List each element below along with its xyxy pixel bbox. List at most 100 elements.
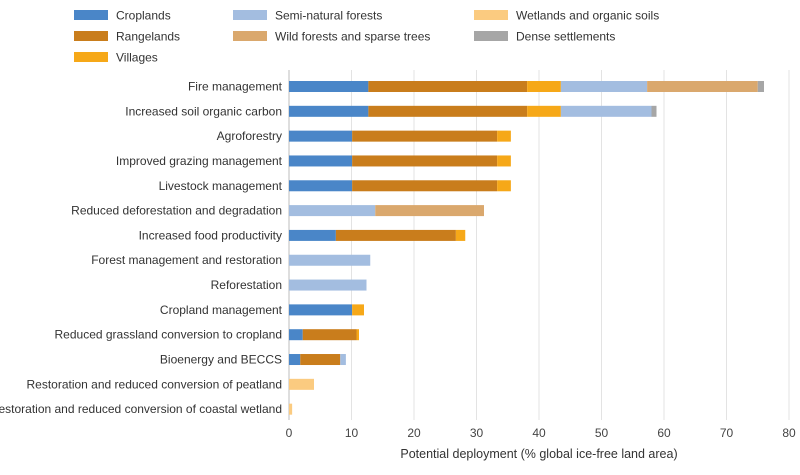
bar-segment-villages — [497, 155, 511, 167]
category-label: Increased food productivity — [139, 228, 282, 242]
bar-increased-food-productivity — [289, 229, 466, 241]
category-label: Cropland management — [160, 303, 283, 317]
bar-segment-semi-natural-forests — [289, 254, 371, 266]
bar-segment-rangelands — [352, 180, 498, 192]
bar-restoration-and-reduced-conversion-of-peatland — [289, 378, 314, 390]
bar-segment-croplands — [289, 304, 353, 316]
bar-segment-rangelands — [368, 81, 528, 92]
bar-reduced-deforestation-and-degradation — [289, 205, 484, 217]
bar-reforestation — [289, 279, 367, 291]
bar-segment-dense-settlements — [651, 105, 657, 117]
category-label: Fire management — [188, 80, 283, 94]
legend-item-villages: Villages — [74, 51, 158, 65]
legend-item-rangelands: Rangelands — [74, 30, 180, 44]
chart-legend: Croplands Rangelands Villages Semi-natural … — [74, 9, 659, 65]
category-label: Agroforestry — [217, 129, 282, 143]
category-label: Increased soil organic carbon — [125, 104, 282, 118]
category-label: Reduced deforestation and degradation — [71, 204, 282, 218]
bar-restoration-and-reduced-conversion-of-coastal-wetland — [289, 403, 293, 415]
x-tick-label: 40 — [532, 426, 546, 440]
bar-livestock-management — [289, 180, 511, 192]
x-tick-label: 20 — [407, 426, 421, 440]
bar-segment-rangelands — [302, 329, 357, 341]
legend-swatch — [474, 31, 508, 41]
legend-label: Dense settlements — [516, 30, 615, 44]
x-tick-label: 80 — [782, 426, 796, 440]
bar-segment-croplands — [289, 329, 303, 341]
bar-segment-villages — [356, 329, 359, 341]
x-axis-ticks: 0 10 20 30 40 50 60 70 80 — [286, 426, 796, 440]
legend-item-croplands: Croplands — [74, 9, 171, 23]
bar-segment-villages — [527, 81, 561, 92]
bar-cropland-management — [289, 304, 364, 316]
bar-segment-semi-natural-forests — [560, 81, 648, 92]
bar-increased-soil-organic-carbon — [289, 105, 657, 117]
bar-segment-croplands — [289, 105, 369, 117]
bar-reduced-grassland-conversion-to-cropland — [289, 329, 359, 341]
bar-segment-wetlands-and-organic-soils — [289, 378, 314, 390]
legend-item-semi-natural-forests: Semi-natural forests — [233, 9, 382, 23]
bar-segment-dense-settlements — [757, 81, 764, 92]
legend-label: Croplands — [116, 9, 171, 23]
bars — [289, 81, 764, 415]
x-axis-title: Potential deployment (% global ice-free … — [400, 447, 677, 461]
legend-swatch — [233, 10, 267, 20]
legend-item-wild-forests-and-sparse-trees: Wild forests and sparse trees — [233, 30, 430, 44]
category-label: Improved grazing management — [116, 154, 283, 168]
x-tick-label: 10 — [345, 426, 359, 440]
bar-segment-croplands — [289, 155, 353, 167]
bar-fire-management — [289, 81, 764, 92]
bar-segment-rangelands — [352, 130, 498, 142]
legend-item-wetlands-and-organic-soils: Wetlands and organic soils — [474, 9, 659, 23]
bar-segment-rangelands — [352, 155, 498, 167]
bar-segment-rangelands — [368, 105, 528, 117]
bar-segment-croplands — [289, 81, 369, 92]
legend-swatch — [74, 31, 108, 41]
bar-segment-villages — [497, 180, 511, 192]
category-label: Reforestation — [211, 278, 282, 292]
bar-agroforestry — [289, 130, 511, 142]
x-tick-label: 30 — [470, 426, 484, 440]
bar-segment-wild-forests-and-sparse-trees — [647, 81, 758, 92]
legend-item-dense-settlements: Dense settlements — [474, 30, 615, 44]
x-tick-label: 60 — [657, 426, 671, 440]
category-label: Forest management and restoration — [91, 253, 282, 267]
legend-label: Wetlands and organic soils — [516, 9, 659, 23]
x-tick-label: 50 — [595, 426, 609, 440]
bar-segment-rangelands — [300, 354, 341, 366]
bar-segment-villages — [455, 229, 466, 241]
legend-swatch — [74, 52, 108, 62]
legend-label: Semi-natural forests — [275, 9, 382, 23]
x-tick-label: 0 — [286, 426, 293, 440]
category-labels: Fire management Increased soil organic ca… — [0, 80, 283, 417]
legend-label: Wild forests and sparse trees — [275, 30, 430, 44]
legend-label: Rangelands — [116, 30, 180, 44]
bar-segment-semi-natural-forests — [560, 105, 652, 117]
legend-swatch — [474, 10, 508, 20]
bar-bioenergy-and-beccs — [289, 354, 346, 366]
gridlines — [288, 70, 790, 420]
category-label: Reduced grassland conversion to cropland — [55, 328, 282, 342]
category-label: Restoration and reduced conversion of pe… — [26, 377, 282, 391]
bar-segment-villages — [497, 130, 511, 142]
bar-segment-croplands — [289, 229, 336, 241]
bar-segment-croplands — [289, 354, 301, 366]
bar-segment-wetlands-and-organic-soils — [289, 403, 293, 415]
category-label: Restoration and reduced conversion of co… — [0, 402, 282, 416]
bar-segment-semi-natural-forests — [289, 279, 367, 291]
category-label: Bioenergy and BECCS — [160, 353, 282, 367]
bar-segment-wild-forests-and-sparse-trees — [375, 205, 484, 217]
bar-forest-management-and-restoration — [289, 254, 371, 266]
bar-segment-semi-natural-forests — [289, 205, 376, 217]
legend-swatch — [233, 31, 267, 41]
bar-segment-semi-natural-forests — [340, 354, 346, 366]
bar-segment-croplands — [289, 180, 353, 192]
legend-label: Villages — [116, 51, 158, 65]
bar-segment-villages — [527, 105, 561, 117]
bar-segment-rangelands — [335, 229, 456, 241]
bar-segment-croplands — [289, 130, 353, 142]
category-label: Livestock management — [159, 179, 283, 193]
legend-swatch — [74, 10, 108, 20]
